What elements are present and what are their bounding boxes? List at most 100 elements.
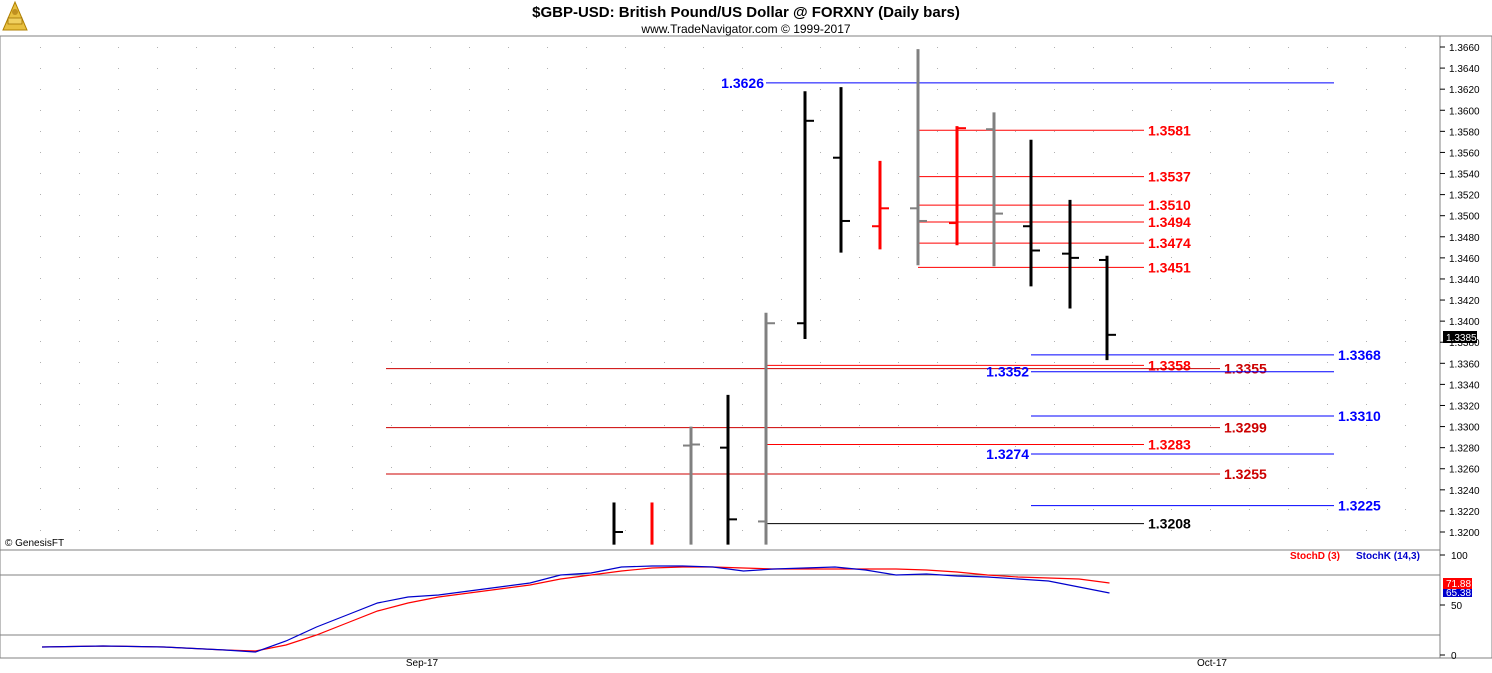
grid-dot <box>196 383 197 384</box>
grid-dot <box>79 488 80 489</box>
grid-dot <box>1249 257 1250 258</box>
grid-dot <box>1366 299 1367 300</box>
grid-dot <box>1093 278 1094 279</box>
grid-dot <box>157 257 158 258</box>
grid-dot <box>196 47 197 48</box>
grid-dot <box>742 467 743 468</box>
grid-dot <box>1405 341 1406 342</box>
grid-dot <box>235 299 236 300</box>
grid-dot <box>820 236 821 237</box>
grid-dot <box>742 47 743 48</box>
grid-dot <box>1210 236 1211 237</box>
grid-dot <box>1288 173 1289 174</box>
grid-dot <box>976 362 977 363</box>
grid-dot <box>1405 236 1406 237</box>
grid-dot <box>625 299 626 300</box>
grid-dot <box>1210 320 1211 321</box>
grid-dot <box>469 194 470 195</box>
grid-dot <box>469 446 470 447</box>
grid-dot <box>664 299 665 300</box>
grid-dot <box>508 173 509 174</box>
grid-dot <box>742 341 743 342</box>
grid-dot <box>352 257 353 258</box>
grid-dot <box>898 509 899 510</box>
grid-dot <box>1015 383 1016 384</box>
grid-dot <box>1132 488 1133 489</box>
grid-dot <box>976 488 977 489</box>
grid-dot <box>1015 404 1016 405</box>
grid-dot <box>547 341 548 342</box>
grid-dot <box>313 215 314 216</box>
grid-dot <box>313 236 314 237</box>
grid-dot <box>742 236 743 237</box>
grid-dot <box>469 110 470 111</box>
grid-dot <box>1093 446 1094 447</box>
grid-dot <box>1210 362 1211 363</box>
grid-dot <box>508 131 509 132</box>
grid-dot <box>313 110 314 111</box>
grid-dot <box>1210 194 1211 195</box>
grid-dot <box>1327 257 1328 258</box>
grid-dot <box>196 320 197 321</box>
grid-dot <box>937 68 938 69</box>
grid-dot <box>1366 173 1367 174</box>
grid-dot <box>664 68 665 69</box>
grid-dot <box>625 467 626 468</box>
grid-dot <box>898 362 899 363</box>
grid-dot <box>586 110 587 111</box>
grid-dot <box>1015 467 1016 468</box>
grid-dot <box>1015 299 1016 300</box>
grid-dot <box>976 131 977 132</box>
grid-dot <box>898 278 899 279</box>
grid-dot <box>1366 341 1367 342</box>
grid-dot <box>235 446 236 447</box>
grid-dot <box>1249 341 1250 342</box>
legend-stochk: StochK (14,3) <box>1356 551 1420 562</box>
grid-dot <box>352 278 353 279</box>
grid-dot <box>859 404 860 405</box>
grid-dot <box>469 509 470 510</box>
grid-dot <box>1249 215 1250 216</box>
grid-dot <box>1405 404 1406 405</box>
grid-dot <box>469 488 470 489</box>
grid-dot <box>1171 194 1172 195</box>
grid-dot <box>703 299 704 300</box>
grid-dot <box>742 320 743 321</box>
grid-dot <box>118 278 119 279</box>
grid-dot <box>1054 89 1055 90</box>
grid-dot <box>586 47 587 48</box>
grid-dot <box>1366 236 1367 237</box>
grid-dot <box>118 404 119 405</box>
grid-dot <box>859 446 860 447</box>
grid-dot <box>1327 68 1328 69</box>
grid-dot <box>703 68 704 69</box>
grid-dot <box>79 68 80 69</box>
grid-dot <box>274 173 275 174</box>
grid-dot <box>1327 299 1328 300</box>
price-tick-label: 1.3360 <box>1449 359 1480 370</box>
grid-dot <box>1093 425 1094 426</box>
grid-dot <box>79 446 80 447</box>
grid-dot <box>469 89 470 90</box>
grid-dot <box>79 467 80 468</box>
grid-dot <box>1327 152 1328 153</box>
grid-dot <box>469 257 470 258</box>
grid-dot <box>898 446 899 447</box>
price-tick-label: 1.3300 <box>1449 423 1480 434</box>
grid-dot <box>196 425 197 426</box>
grid-dot <box>1093 383 1094 384</box>
grid-dot <box>391 362 392 363</box>
grid-dot <box>547 257 548 258</box>
grid-dot <box>586 488 587 489</box>
grid-dot <box>742 173 743 174</box>
grid-dot <box>508 446 509 447</box>
grid-dot <box>430 236 431 237</box>
grid-dot <box>274 236 275 237</box>
grid-dot <box>157 362 158 363</box>
grid-dot <box>1093 488 1094 489</box>
grid-dot <box>79 47 80 48</box>
grid-dot <box>1288 215 1289 216</box>
stochd-last-tag <box>1443 578 1472 589</box>
grid-dot <box>1249 404 1250 405</box>
grid-dot <box>859 320 860 321</box>
